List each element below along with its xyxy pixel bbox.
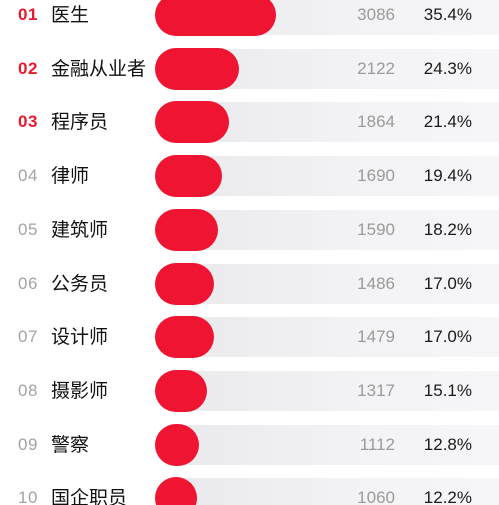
value-label: 1479 (357, 327, 395, 347)
category-label: 金融从业者 (51, 57, 147, 80)
value-label: 1690 (357, 166, 395, 186)
value-label: 1112 (359, 434, 395, 454)
bar-track (158, 424, 499, 465)
rank-number: 04 (18, 166, 38, 186)
chart-row: 03 程序员 1864 21.4% (0, 101, 499, 144)
category-label: 公务员 (51, 272, 109, 295)
rank-number: 08 (18, 380, 38, 400)
percent-label: 12.2% (423, 488, 472, 505)
bar (155, 101, 229, 144)
bar-track (158, 478, 499, 505)
bar (155, 208, 218, 251)
bar-track (158, 317, 499, 358)
percent-label: 17.0% (423, 273, 472, 293)
percent-label: 12.8% (423, 434, 472, 454)
rank-number: 06 (18, 273, 38, 293)
bar (155, 477, 198, 505)
value-label: 1864 (357, 112, 395, 132)
bar (155, 262, 214, 305)
percent-label: 19.4% (423, 166, 472, 186)
chart-row: 09 警察 1112 12.8% (0, 423, 499, 466)
percent-label: 24.3% (423, 58, 472, 78)
chart-row: 06 公务员 1486 17.0% (0, 262, 499, 305)
percent-label: 15.1% (423, 380, 472, 400)
bar (155, 316, 214, 359)
bar (155, 0, 276, 36)
category-label: 国企职员 (51, 487, 128, 505)
chart-row: 07 设计师 1479 17.0% (0, 316, 499, 359)
chart-row: 05 建筑师 1590 18.2% (0, 208, 499, 251)
category-label: 建筑师 (51, 218, 109, 241)
rank-number: 07 (18, 327, 38, 347)
rank-number: 09 (18, 434, 38, 454)
percent-label: 18.2% (423, 219, 472, 239)
bar-track (158, 263, 499, 304)
bar (155, 423, 200, 466)
chart-row: 01 医生 3086 35.4% (0, 0, 499, 36)
value-label: 1317 (357, 380, 395, 400)
rank-number: 02 (18, 58, 38, 78)
category-label: 程序员 (51, 111, 109, 134)
chart-row: 02 金融从业者 2122 24.3% (0, 47, 499, 90)
category-label: 警察 (51, 433, 90, 456)
category-label: 律师 (51, 165, 90, 188)
category-label: 医生 (51, 4, 90, 26)
value-label: 1060 (357, 488, 395, 505)
percent-label: 17.0% (423, 327, 472, 347)
bar (155, 47, 239, 90)
bar (155, 369, 208, 412)
value-label: 1486 (357, 273, 395, 293)
category-label: 设计师 (51, 326, 109, 349)
percent-label: 35.4% (423, 5, 472, 24)
chart-row: 08 摄影师 1317 15.1% (0, 369, 499, 412)
rank-number: 05 (18, 219, 38, 239)
percent-label: 21.4% (423, 112, 472, 132)
bar (155, 155, 222, 198)
rank-number: 03 (18, 112, 38, 132)
rank-number: 01 (18, 5, 38, 24)
chart-row: 04 律师 1690 19.4% (0, 155, 499, 198)
value-label: 3086 (357, 5, 395, 24)
bar-track (158, 370, 499, 411)
chart-row: 10 国企职员 1060 12.2% (0, 477, 499, 505)
value-label: 2122 (357, 58, 395, 78)
category-label: 摄影师 (51, 379, 109, 402)
value-label: 1590 (357, 219, 395, 239)
rank-number: 10 (18, 488, 38, 505)
